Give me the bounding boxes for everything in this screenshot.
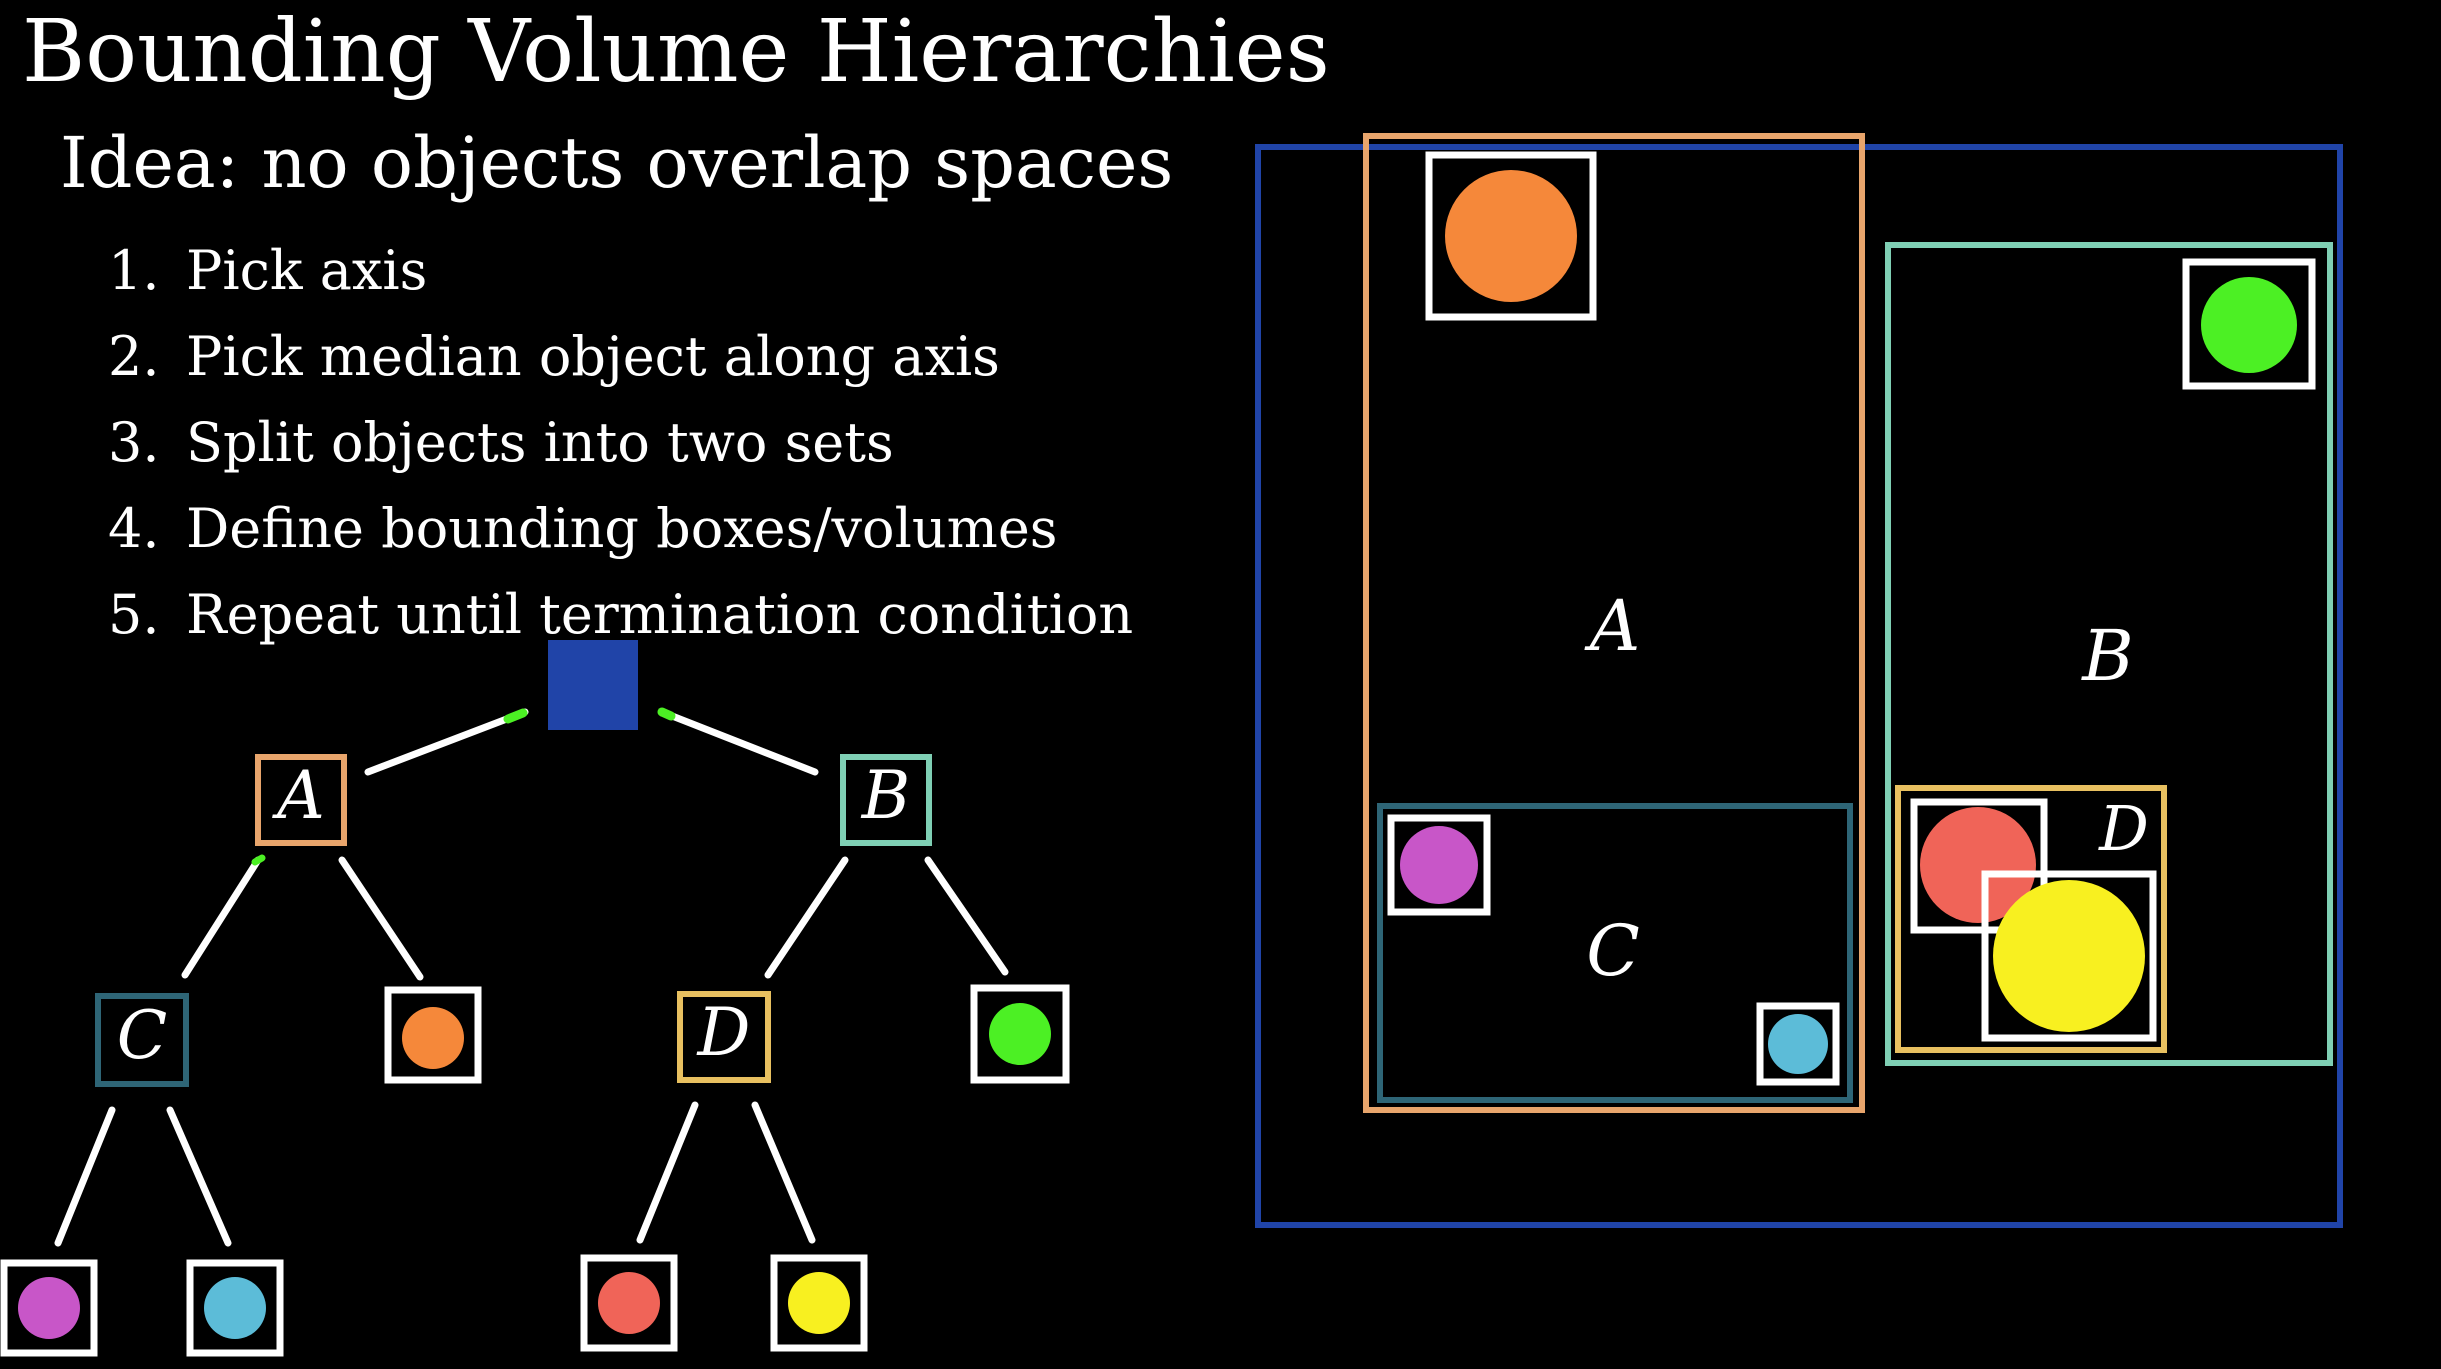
step-number: 5. [108, 583, 160, 646]
leaf-cyan-circle [204, 1277, 266, 1339]
object-red-box [1910, 798, 2048, 934]
d-bounding-box [1895, 785, 2167, 1053]
edge-c-magenta [54, 1106, 116, 1247]
node-a-label: A [271, 757, 325, 834]
step-item: 5. Repeat until termination condition [108, 572, 1133, 658]
region-d-label: D [2098, 792, 2149, 865]
root-node [548, 640, 638, 730]
idea-heading: Idea: no objects overlap spaces [60, 122, 1174, 204]
slide-title: Bounding Volume Hierarchies [22, 2, 1330, 102]
step-item: 4. Define bounding boxes/volumes [108, 486, 1133, 572]
leaf-red-box [580, 1254, 678, 1352]
edge-root-a-cap [503, 708, 528, 724]
step-text: Split objects into two sets [186, 411, 894, 474]
object-orange-circle [1445, 170, 1577, 302]
step-item: 3. Split objects into two sets [108, 400, 1133, 486]
object-magenta-circle [1400, 826, 1478, 904]
leaf-red-circle [598, 1272, 660, 1334]
leaf-cyan-box [186, 1259, 284, 1357]
node-c-label: C [117, 997, 168, 1074]
c-bounding-box [1377, 803, 1853, 1103]
b-bounding-box [1885, 242, 2333, 1066]
edge-b-d [764, 856, 849, 979]
object-cyan-circle [1768, 1014, 1828, 1074]
leaf-green-circle [989, 1003, 1051, 1065]
step-text: Pick axis [186, 239, 428, 302]
node-d-box [677, 991, 771, 1083]
edge-root-a [364, 708, 529, 776]
leaf-magenta-circle [18, 1277, 80, 1339]
object-yellow-circle [1993, 880, 2145, 1032]
step-text: Repeat until termination condition [186, 583, 1134, 646]
edge-d-red [636, 1101, 699, 1244]
object-cyan-box [1756, 1002, 1840, 1086]
node-d-label: D [697, 994, 751, 1071]
leaf-yellow-circle [788, 1272, 850, 1334]
step-item: 2. Pick median object along axis [108, 314, 1133, 400]
object-orange-box [1425, 151, 1597, 321]
region-c-label: C [1586, 910, 1640, 992]
object-green-box [2182, 258, 2316, 390]
step-text: Define bounding boxes/volumes [186, 497, 1058, 560]
edge-a-orange [338, 856, 424, 981]
node-c-box [95, 993, 189, 1087]
node-b-label: B [861, 757, 911, 834]
step-text: Pick median object along axis [186, 325, 1000, 388]
object-yellow-box [1981, 870, 2157, 1042]
leaf-green-box [970, 984, 1070, 1084]
root-bounding-box [1255, 144, 2343, 1228]
steps-list: 1. Pick axis 2. Pick median object along a… [108, 228, 1133, 658]
leaf-orange-box [384, 986, 482, 1084]
region-b-label: B [2080, 615, 2133, 697]
edge-d-yellow [751, 1101, 816, 1244]
step-number: 2. [108, 325, 160, 388]
region-a-label: A [1584, 585, 1641, 667]
edge-b-green [924, 856, 1009, 976]
leaf-yellow-box [770, 1254, 868, 1352]
object-magenta-box [1387, 814, 1491, 916]
leaf-magenta-box [0, 1259, 98, 1357]
tree-edges [54, 708, 1009, 1247]
object-red-circle [1920, 807, 2036, 923]
step-number: 4. [108, 497, 160, 560]
edge-root-b-cap [657, 707, 676, 721]
edge-c-cyan [166, 1106, 232, 1247]
leaf-orange-circle [402, 1007, 464, 1069]
a-bounding-box [1363, 133, 1865, 1113]
node-b-box [840, 754, 932, 846]
step-item: 1. Pick axis [108, 228, 1133, 314]
node-a-box [255, 754, 347, 846]
edge-a-c [181, 856, 262, 979]
step-number: 3. [108, 411, 160, 474]
object-green-circle [2201, 277, 2297, 373]
edge-a-c-cap [251, 854, 266, 866]
step-number: 1. [108, 239, 160, 302]
edge-root-b [658, 708, 819, 776]
